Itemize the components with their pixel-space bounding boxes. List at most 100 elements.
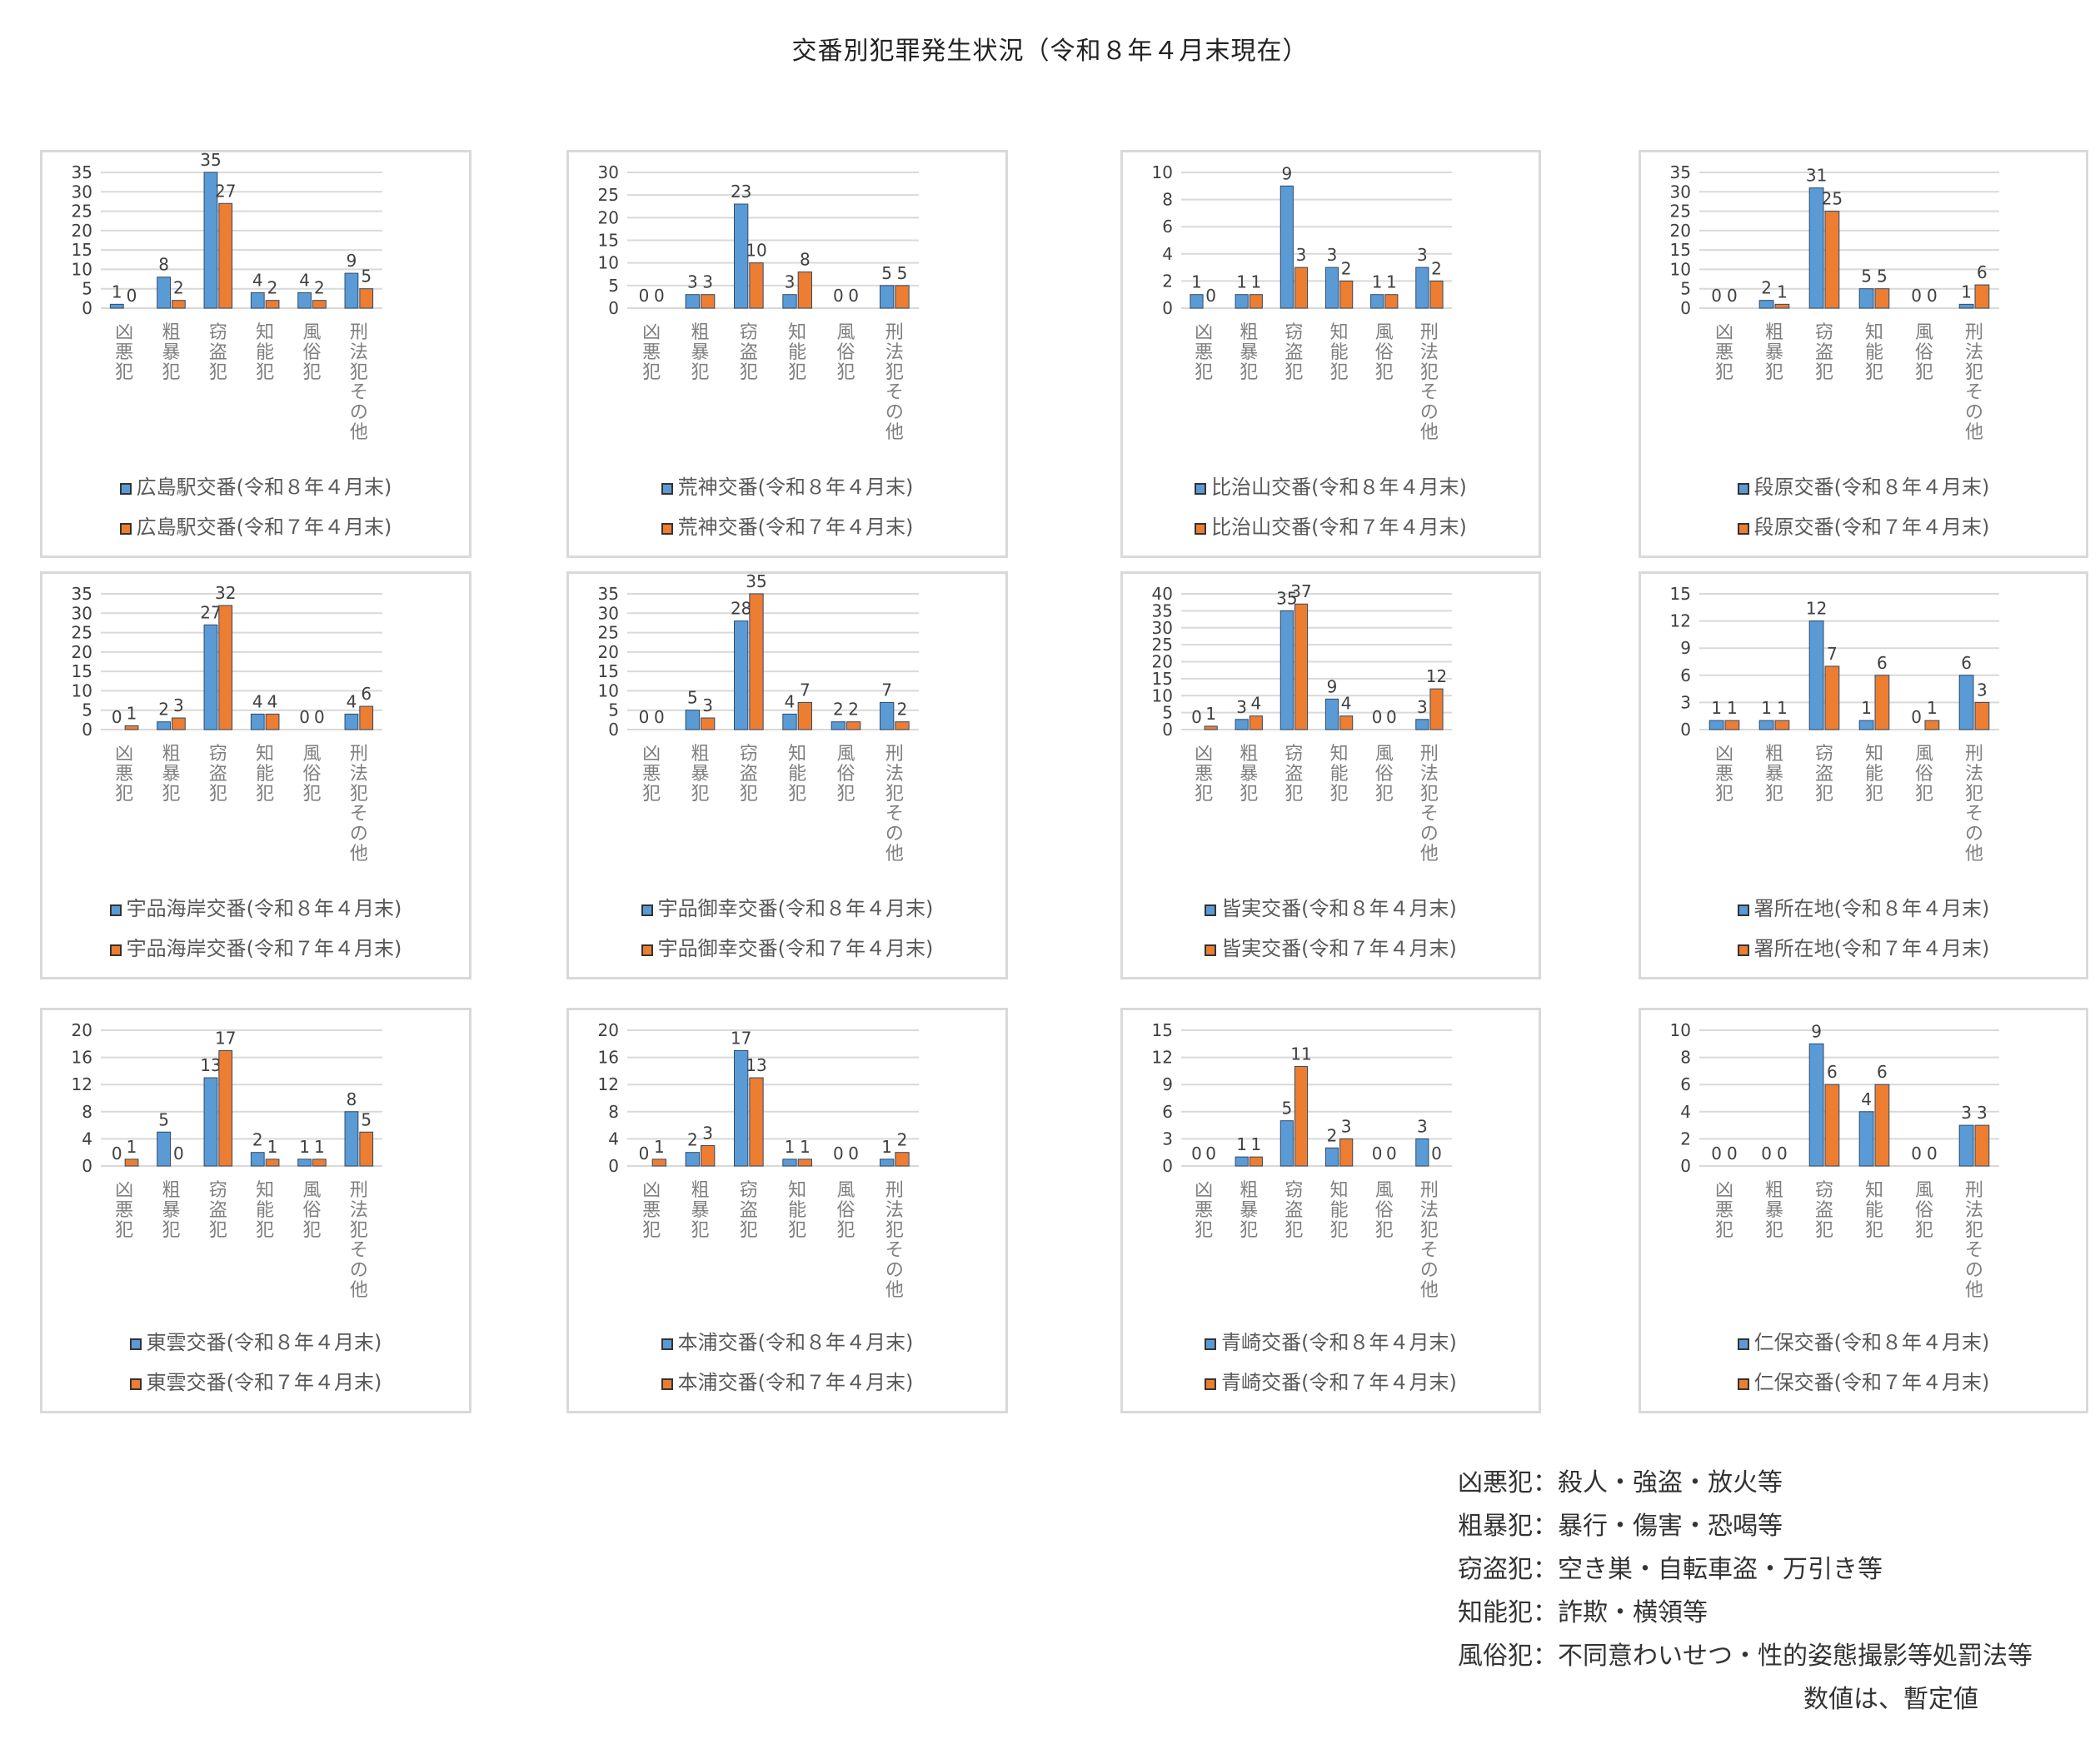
x-tick-label: 刑法犯その他 [1965,744,1983,865]
data-label: 5 [881,263,892,283]
x-tick-label: 風俗犯 [302,744,321,805]
previous-bar [1824,1084,1840,1167]
current-bar [734,1049,749,1167]
current-bar [203,172,218,309]
chart-legend: 東雲交番(令和８年４月末) 東雲交番(令和７年４月末) [42,1323,469,1403]
data-label: 2 [173,278,184,298]
legend-label: 比治山交番(令和８年４月末) [1211,476,1467,499]
data-label: 7 [1827,644,1838,664]
data-label: 9 [1811,1021,1822,1041]
legend-swatch [129,1378,142,1390]
x-tick-label: 刑法犯その他 [1965,322,1983,443]
y-tick-label: 8 [608,1102,619,1122]
previous-bar [359,1131,374,1167]
y-tick-label: 30 [598,162,619,182]
data-label: 27 [200,602,221,622]
legend-swatch [661,523,673,535]
x-tick-label: 知能犯 [1330,1180,1349,1241]
y-tick-label: 5 [1162,703,1173,723]
current-bar [1958,303,1974,309]
data-label: 1 [785,1137,796,1157]
y-tick-label: 35 [1152,600,1173,620]
data-label: 4 [1341,694,1352,714]
data-label: 1 [1727,698,1738,718]
legend-current: 宇品海岸交番(令和８年４月末) [42,889,469,929]
previous-bar [797,1159,812,1167]
data-label: 0 [1372,1144,1383,1164]
x-tick-label: 窃盗犯 [1284,322,1303,383]
y-tick-label: 10 [1670,1020,1691,1040]
data-label: 1 [1236,1134,1247,1154]
previous-bar [651,1159,666,1167]
y-tick-label: 0 [1680,298,1691,318]
chart-panel: 0 3 6 9 12 15 0 0 凶悪犯 1 1 粗暴犯 5 11 窃盗犯 2 3 知能犯 0 0 風俗犯 3 0 刑法犯そ… [1120,1008,1541,1413]
legend-current: 段原交番(令和８年４月末) [1641,467,2086,507]
y-tick-label: 10 [598,680,619,700]
x-tick-label: 刑法犯その他 [350,322,368,443]
y-tick-label: 5 [608,700,619,720]
x-tick-label: 凶悪犯 [115,322,133,383]
data-label: 5 [1877,267,1888,287]
current-bar [880,701,895,730]
chart-panel: 0 5 10 15 20 25 30 35 1 0 凶悪犯 8 2 粗暴犯 35 27 窃盗犯 4 2 知能犯 4 2 風俗… [40,150,471,558]
y-tick-label: 0 [1162,720,1173,740]
legend-previous: 本浦交番(令和７年４月末) [569,1363,1005,1403]
legend-label: 青崎交番(令和７年４月末) [1221,1371,1457,1394]
y-tick-label: 5 [82,700,92,720]
current-bar [1279,1120,1294,1167]
data-label: 0 [1777,1144,1788,1164]
data-label: 2 [1341,258,1352,278]
y-tick-label: 30 [598,603,619,623]
data-label: 12 [1426,666,1447,686]
legend-label: 署所在地(令和８年４月末) [1753,897,1990,920]
chart-legend: 署所在地(令和８年４月末) 署所在地(令和７年４月末) [1641,889,2086,969]
current-bar [1415,1138,1429,1167]
data-label: 32 [215,583,236,603]
data-label: 6 [1877,653,1888,673]
chart-panel: 0 2 4 6 8 10 1 0 凶悪犯 1 1 粗暴犯 9 3 窃盗犯 3 2 知能犯 1 1 風俗犯 3 2 刑法犯その他… [1120,150,1541,558]
data-label: 3 [1977,680,1988,700]
x-tick-label: 刑法犯その他 [885,1180,904,1301]
data-label: 4 [785,691,796,711]
previous-bar [701,294,716,309]
data-label: 1 [1777,282,1788,301]
data-label: 6 [1961,653,1972,673]
previous-bar [359,288,374,309]
x-tick-label: 風俗犯 [836,744,855,805]
data-label: 5 [1281,1099,1292,1119]
data-label: 0 [112,1144,122,1164]
x-tick-label: 粗暴犯 [162,322,180,383]
x-tick-label: 知能犯 [788,744,806,805]
data-label: 0 [639,286,650,306]
y-tick-label: 9 [1162,1074,1173,1094]
chart-legend: 宇品海岸交番(令和８年４月末) 宇品海岸交番(令和７年４月末) [42,889,469,969]
legend-label: 青崎交番(令和８年４月末) [1221,1331,1457,1354]
y-tick-label: 35 [598,584,619,604]
previous-bar [218,605,233,730]
y-tick-label: 15 [1670,240,1691,260]
data-label: 35 [200,152,221,170]
chart-legend: 比治山交番(令和８年４月末) 比治山交番(令和７年４月末) [1123,467,1539,547]
x-tick-label: 粗暴犯 [691,744,709,805]
legend-swatch [1205,1338,1217,1350]
previous-bar [1874,1084,1890,1167]
data-label: 7 [800,680,811,700]
x-tick-label: 凶悪犯 [1715,744,1733,805]
x-tick-label: 粗暴犯 [691,322,709,383]
data-label: 0 [848,286,859,306]
y-tick-label: 0 [608,720,619,740]
previous-bar [1294,267,1309,309]
chart-legend: 荒神交番(令和８年４月末) 荒神交番(令和７年４月末) [569,467,1005,547]
data-label: 3 [1961,1103,1972,1123]
data-label: 5 [158,1109,169,1129]
x-tick-label: 風俗犯 [1375,322,1394,383]
legend-previous: 仁保交番(令和７年４月末) [1641,1363,2086,1403]
legend-swatch [1205,1378,1217,1390]
y-tick-label: 30 [72,603,92,623]
data-label: 1 [1250,272,1261,292]
data-label: 0 [848,1144,859,1164]
y-tick-label: 10 [1670,259,1691,279]
legend-label: 比治山交番(令和７年４月末) [1211,516,1467,539]
chart-legend: 本浦交番(令和８年４月末) 本浦交番(令和７年４月末) [569,1323,1005,1403]
